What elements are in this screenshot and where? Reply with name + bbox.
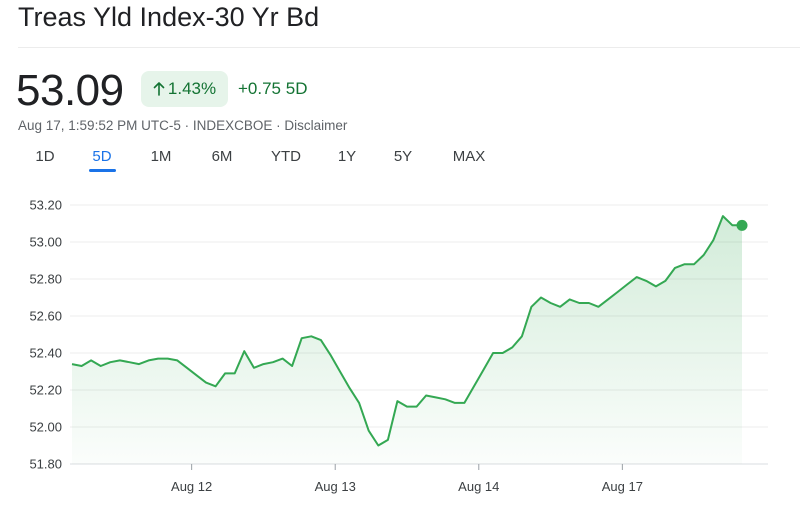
- tab-1y[interactable]: 1Y: [337, 148, 357, 165]
- tab-6m[interactable]: 6M: [211, 148, 233, 165]
- tab-5y[interactable]: 5Y: [393, 148, 413, 165]
- tab-max[interactable]: MAX: [452, 148, 486, 165]
- y-tick-label: 52.80: [29, 272, 62, 287]
- y-tick-label: 51.80: [29, 457, 62, 472]
- percent-change-value: 1.43%: [167, 79, 217, 98]
- tab-1d[interactable]: 1D: [35, 148, 55, 165]
- tab-5d[interactable]: 5D: [92, 148, 112, 165]
- page-title: Treas Yld Index-30 Yr Bd: [18, 2, 320, 32]
- y-tick-label: 53.00: [29, 235, 62, 250]
- tab-ytd[interactable]: YTD: [271, 148, 301, 165]
- y-tick-label: 53.20: [29, 198, 62, 213]
- x-tick-label: Aug 12: [171, 479, 212, 494]
- arrow-up-icon: [153, 82, 165, 96]
- x-tick-label: Aug 17: [602, 479, 643, 494]
- absolute-change: +0.75 5D: [238, 79, 308, 98]
- y-tick-label: 52.20: [29, 383, 62, 398]
- title-divider: [18, 47, 800, 48]
- quote-meta: Aug 17, 1:59:52 PM UTC-5 · INDEXCBOE · D…: [18, 118, 348, 133]
- x-tick-label: Aug 14: [458, 479, 499, 494]
- current-price: 53.09: [16, 66, 124, 115]
- percent-change-badge: 1.43%: [141, 71, 228, 107]
- active-tab-indicator: [89, 169, 116, 172]
- x-tick-label: Aug 13: [315, 479, 356, 494]
- last-point-marker: [736, 219, 748, 231]
- y-tick-label: 52.60: [29, 309, 62, 324]
- series-line: [71, 215, 742, 447]
- series-area: [72, 216, 742, 464]
- y-tick-label: 52.00: [29, 420, 62, 435]
- tab-1m[interactable]: 1M: [150, 148, 172, 165]
- y-tick-label: 52.40: [29, 346, 62, 361]
